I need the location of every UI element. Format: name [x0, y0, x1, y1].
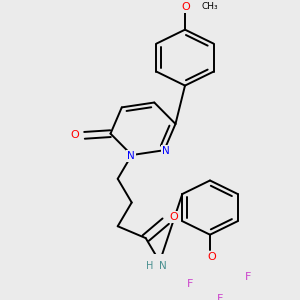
Text: H: H	[146, 261, 153, 271]
Text: N: N	[159, 261, 167, 271]
Text: O: O	[169, 212, 178, 222]
Text: F: F	[217, 294, 223, 300]
Text: F: F	[245, 272, 251, 282]
Text: O: O	[70, 130, 79, 140]
Text: F: F	[187, 279, 193, 289]
Text: N: N	[127, 151, 135, 161]
Text: O: O	[182, 2, 190, 12]
Text: N: N	[162, 146, 170, 156]
Text: CH₃: CH₃	[201, 2, 217, 11]
Text: O: O	[208, 252, 216, 262]
